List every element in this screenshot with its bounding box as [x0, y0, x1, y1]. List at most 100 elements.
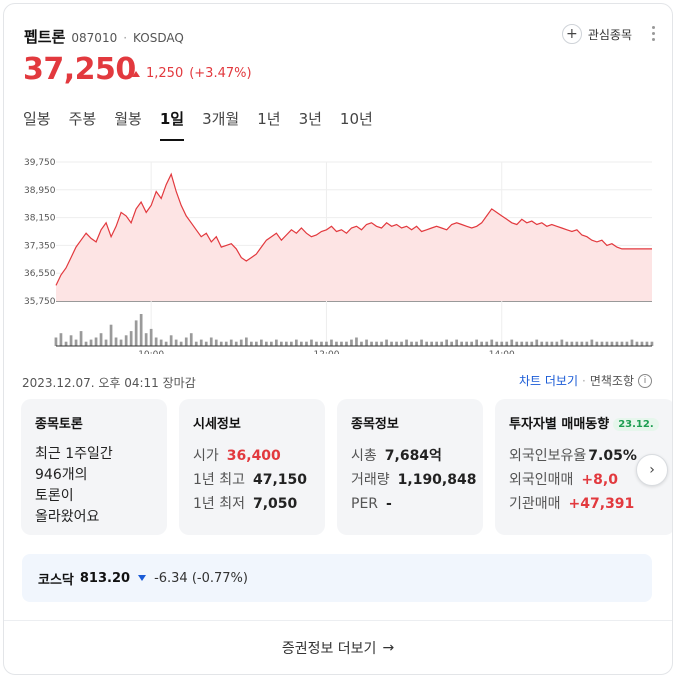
- volume-bar: [445, 339, 448, 346]
- volume-bar: [625, 341, 629, 346]
- volume-bar: [159, 339, 163, 346]
- kosdaq-index-bar[interactable]: 코스닥 813.20 -6.34 (-0.77%): [22, 554, 652, 602]
- tab-1year[interactable]: 1년: [257, 110, 281, 128]
- volume-bar: [555, 341, 559, 346]
- tab-1day[interactable]: 1일: [159, 108, 185, 141]
- volume-bar: [465, 341, 468, 346]
- tab-3year[interactable]: 3년: [298, 110, 322, 128]
- quote-row: 1년 최저 7,050: [193, 492, 311, 516]
- price-area: [56, 174, 652, 301]
- volume-bar: [615, 341, 619, 346]
- volume-bar: [134, 320, 138, 346]
- next-cards-button[interactable]: ›: [636, 454, 668, 486]
- volume-bar: [530, 341, 534, 346]
- tab-3month[interactable]: 3개월: [202, 110, 240, 128]
- volume-bar: [114, 337, 118, 346]
- volume-bar: [645, 341, 649, 346]
- change-amount: 1,250: [146, 66, 184, 81]
- volume-bar: [275, 339, 278, 346]
- volume-bar: [280, 341, 283, 346]
- timestamp: 2023.12.07. 오후 04:11 장마감: [22, 376, 196, 390]
- tab-monthly[interactable]: 월봉: [114, 110, 142, 128]
- tab-daily[interactable]: 일봉: [23, 110, 51, 128]
- row-value: 47,150: [253, 472, 308, 488]
- volume-bar: [560, 339, 564, 346]
- volume-bar: [69, 335, 73, 346]
- row-label: 거래량: [351, 472, 390, 488]
- volume-bar: [515, 341, 519, 346]
- volume-bar: [250, 341, 253, 346]
- volume-bar: [405, 339, 408, 346]
- volume-bar: [239, 339, 243, 346]
- intraday-chart[interactable]: 39,750 38,950 38,150 37,350 36,550 35,750 10:0…: [4, 154, 672, 354]
- investor-row: 외국인매매 +8,0: [509, 468, 661, 492]
- volume-bar: [179, 341, 183, 346]
- y-tick-label: 39,750: [24, 158, 56, 168]
- volume-bar: [84, 341, 88, 346]
- discussion-line: 올라왔어요: [35, 509, 100, 525]
- volume-bar: [435, 341, 438, 346]
- investor-card[interactable]: 투자자별 매매동향 23.12. 외국인보유율 7.05% 외국인매매 +8,0 기관…: [495, 399, 672, 535]
- volume-bar: [79, 331, 83, 346]
- y-tick-label: 38,950: [24, 186, 56, 196]
- stock-card: 펩트론 087010 · KOSDAQ + 관심종목 37,250 1,250 …: [3, 3, 673, 675]
- volume-bar: [229, 339, 233, 346]
- volume-bar: [380, 341, 383, 346]
- volume-bar: [154, 337, 158, 346]
- stockinfo-card[interactable]: 종목정보 시총 7,684억 거래량 1,190,848 PER -: [337, 399, 483, 535]
- y-tick-label: 35,750: [24, 297, 56, 307]
- row-label: 1년 최고: [193, 472, 245, 488]
- volume-bar: [104, 339, 108, 346]
- separator-dot: ·: [123, 31, 128, 45]
- favorite-button[interactable]: + 관심종목: [561, 24, 632, 44]
- volume-bar: [335, 341, 338, 346]
- volume-bar: [460, 341, 463, 346]
- volume-bar: [545, 341, 549, 346]
- row-label: 시총: [351, 448, 377, 464]
- volume-bar: [485, 341, 489, 346]
- volume-bar: [144, 333, 148, 346]
- tab-10year[interactable]: 10년: [339, 110, 373, 128]
- volume-bar: [109, 324, 113, 346]
- volume-bar: [505, 341, 509, 346]
- volume-bar: [370, 341, 373, 346]
- row-label: PER: [351, 496, 379, 512]
- stock-name[interactable]: 펩트론: [24, 28, 66, 46]
- volume-bar: [199, 339, 203, 346]
- stock-code: 087010: [71, 31, 118, 45]
- volume-bar: [360, 341, 363, 346]
- discussion-card[interactable]: 종목토론 최근 1주일간 946개의 토론이 올라왔어요: [21, 399, 167, 535]
- volume-bar: [580, 341, 584, 346]
- tab-weekly[interactable]: 주봉: [68, 110, 97, 128]
- stockinfo-row: 시총 7,684억: [351, 444, 469, 468]
- quote-card[interactable]: 시세정보 시가 36,400 1년 최고 47,150 1년 최저 7,050: [179, 399, 325, 535]
- volume-bar: [285, 341, 288, 346]
- volume-bar: [149, 328, 153, 346]
- row-value: 7,684억: [384, 448, 442, 464]
- volume-bar: [620, 341, 624, 346]
- volume-bar: [204, 341, 208, 346]
- disclaimer-link[interactable]: 면책조항: [589, 374, 634, 388]
- down-arrow-icon: [138, 575, 147, 581]
- arrow-right-icon: →: [382, 640, 395, 656]
- x-tick-label: 10:00: [138, 350, 164, 354]
- quote-row: 시가 36,400: [193, 444, 311, 468]
- volume-bar: [495, 341, 499, 346]
- volume-bar: [430, 341, 433, 346]
- card-title: 투자자별 매매동향 23.12.: [509, 413, 661, 432]
- volume-bar: [234, 341, 238, 346]
- volume-bar: [320, 341, 323, 346]
- row-value: 7.05%: [588, 448, 637, 464]
- volume-bar: [194, 341, 198, 346]
- price-change: 1,250 (+3.47%): [132, 66, 252, 81]
- volume-bar: [340, 341, 343, 346]
- more-stock-info-button[interactable]: 증권정보 더보기 →: [4, 620, 672, 674]
- stock-header: 펩트론 087010 · KOSDAQ: [24, 26, 184, 47]
- volume-bar: [610, 341, 614, 346]
- info-icon[interactable]: i: [638, 373, 652, 388]
- more-options-icon[interactable]: [652, 26, 656, 41]
- volume-bar: [59, 333, 63, 346]
- volume-bar: [565, 341, 569, 346]
- chart-more-link[interactable]: 차트 더보기: [518, 374, 578, 388]
- volume-bar: [99, 333, 103, 346]
